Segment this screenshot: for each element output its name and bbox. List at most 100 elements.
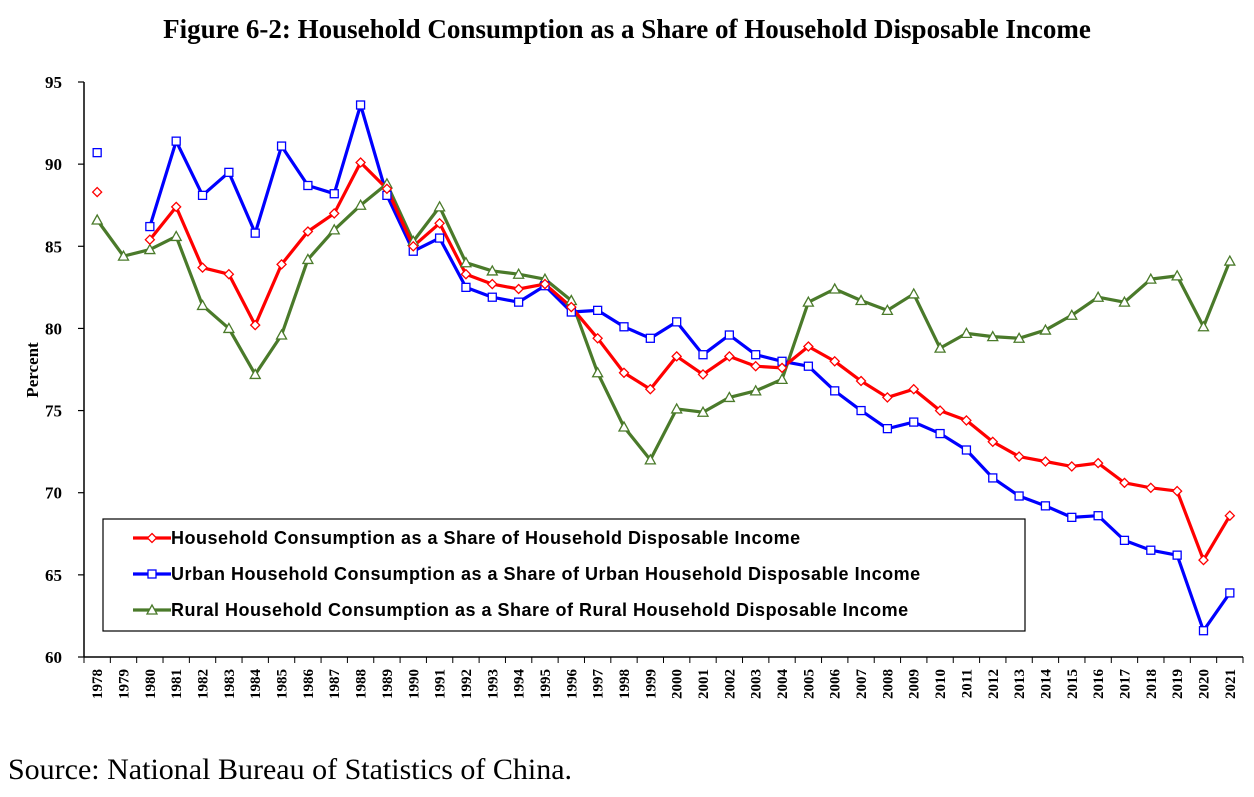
x-tick-label: 1985	[275, 669, 291, 699]
legend-swatch-marker	[145, 603, 159, 615]
data-point-diamond	[144, 234, 156, 246]
data-point-square	[830, 386, 840, 396]
y-tick-label: 95	[45, 73, 62, 92]
x-tick-label: 2020	[1196, 669, 1212, 699]
data-point-triangle	[591, 366, 604, 378]
x-tick-label: 2021	[1223, 669, 1239, 699]
data-point-triangle	[1065, 308, 1078, 320]
legend-entry: Rural Household Consumption as a Share o…	[171, 600, 909, 620]
x-tick-label: 2004	[775, 669, 791, 700]
data-point-square	[1040, 501, 1051, 511]
data-point-diamond	[91, 186, 103, 198]
data-point-diamond	[407, 240, 419, 252]
data-point-diamond	[460, 268, 472, 280]
data-point-diamond	[1092, 457, 1104, 469]
line-chart: 60 65 70 75 80 85 90 95 1978 1979 1980 1981 1982 1983…	[23, 73, 1244, 700]
x-tick-label: 2006	[828, 669, 844, 700]
data-point-diamond	[249, 319, 261, 331]
data-point-square	[276, 141, 287, 151]
x-tick-label: 2011	[959, 669, 975, 698]
data-point-diamond	[750, 360, 762, 372]
data-point-square	[197, 190, 208, 201]
data-point-diamond	[1198, 554, 1209, 566]
data-point-square	[145, 221, 155, 232]
data-point-diamond	[1224, 510, 1236, 522]
data-point-square	[1067, 512, 1077, 523]
x-tick-label: 1990	[406, 669, 422, 699]
data-point-triangle	[828, 282, 841, 294]
x-tick-label: 2012	[986, 669, 1002, 699]
x-tick-label: 2008	[880, 669, 896, 699]
data-point-triangle	[1171, 269, 1184, 281]
data-point-square	[698, 350, 708, 360]
data-point-triangle	[749, 384, 762, 396]
data-point-triangle	[1197, 320, 1210, 332]
x-tick-label: 2014	[1038, 669, 1054, 700]
data-point-square	[487, 292, 497, 302]
y-tick-label: 90	[45, 155, 62, 174]
y-tick-label: 75	[45, 402, 62, 421]
source-note: Source: National Bureau of Statistics of…	[8, 753, 573, 786]
x-tick-label: 2019	[1170, 669, 1186, 699]
data-point-diamond	[961, 415, 972, 426]
data-point-square	[988, 473, 998, 483]
x-tick-label: 1991	[433, 669, 449, 699]
x-tick-label: 2010	[933, 669, 949, 699]
x-tick-label: 1989	[380, 669, 396, 699]
legend-entry: Household Consumption as a Share of Hous…	[171, 528, 801, 548]
data-point-diamond	[513, 283, 525, 295]
data-point-diamond	[565, 301, 577, 313]
x-tick-label: 2002	[722, 669, 738, 699]
data-point-square	[619, 322, 629, 332]
data-point-diamond	[1040, 456, 1051, 467]
data-point-triangle	[301, 253, 315, 265]
x-tick-label: 1992	[459, 669, 475, 699]
data-point-triangle	[802, 295, 815, 307]
x-tick-label: 1997	[591, 669, 607, 700]
data-point-diamond	[355, 157, 366, 168]
legend-swatch-marker	[146, 532, 158, 544]
x-tick-label: 2007	[854, 669, 870, 700]
data-point-square	[803, 361, 814, 371]
x-tick-label: 1980	[143, 669, 159, 699]
data-point-diamond	[1145, 482, 1157, 494]
data-point-triangle	[1223, 254, 1236, 266]
data-point-triangle	[986, 330, 999, 342]
data-point-triangle	[617, 420, 631, 432]
data-point-diamond	[223, 268, 235, 280]
data-point-diamond	[618, 367, 630, 379]
data-point-diamond	[486, 278, 498, 290]
data-point-square	[329, 189, 339, 199]
series-line-diamond	[148, 160, 1232, 562]
data-point-square	[1119, 535, 1130, 546]
data-point-triangle	[196, 299, 209, 311]
chart-title: Figure 6-2: Household Consumption as a S…	[163, 14, 1091, 44]
data-point-square	[672, 317, 682, 327]
data-point-square	[592, 305, 603, 316]
data-point-triangle	[1092, 290, 1105, 302]
data-point-diamond	[881, 392, 893, 403]
data-point-diamond	[697, 369, 709, 380]
data-point-square	[513, 297, 524, 307]
data-point-diamond	[302, 226, 314, 237]
x-tick-label: 2015	[1065, 669, 1081, 699]
data-point-square	[751, 350, 761, 360]
data-point-diamond	[539, 278, 551, 290]
data-point-square	[1146, 545, 1156, 555]
data-point-triangle	[275, 328, 288, 340]
data-point-triangle	[723, 391, 736, 403]
x-tick-label: 1994	[512, 669, 528, 700]
data-point-triangle	[1144, 272, 1157, 284]
data-point-square	[303, 180, 313, 191]
data-point-diamond	[802, 341, 814, 352]
x-tick-label: 1982	[196, 669, 212, 699]
data-point-diamond	[381, 183, 393, 195]
data-point-square	[1093, 511, 1103, 521]
x-tick-label: 2001	[696, 669, 712, 699]
data-point-square	[224, 167, 234, 178]
x-tick-label: 1993	[485, 669, 501, 699]
x-tick-label: 1979	[117, 669, 133, 699]
data-point-square	[171, 136, 181, 146]
data-point-diamond	[723, 350, 735, 362]
data-point-square	[1014, 491, 1024, 501]
